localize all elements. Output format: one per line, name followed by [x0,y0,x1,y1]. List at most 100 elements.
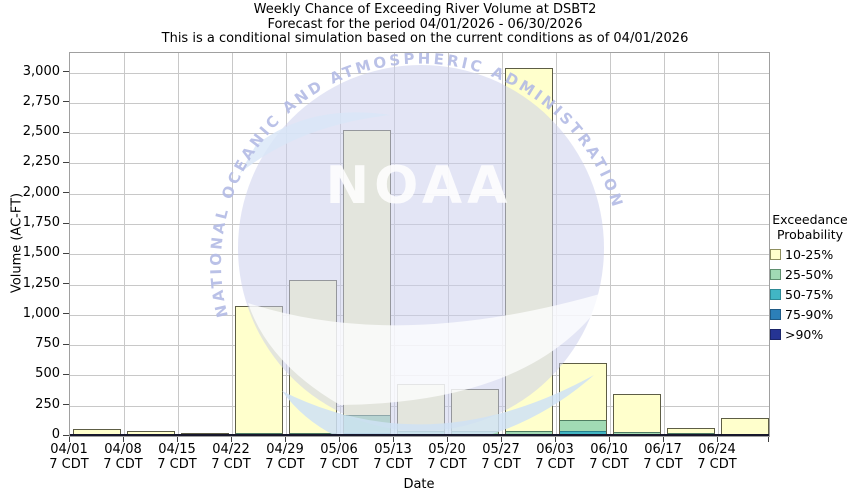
x-tick [231,437,232,442]
y-tick-label: 1,500 [22,245,60,261]
x-tick-date: 05/20 [428,442,466,457]
x-tick-time: 7 CDT [211,457,251,472]
x-tick-time: 7 CDT [319,457,359,472]
x-grid-line [448,53,449,436]
y-tick-label: 750 [35,336,60,352]
x-tick-time: 7 CDT [697,457,737,472]
x-tick-time: 7 CDT [157,457,197,472]
x-grid-line [124,53,125,436]
x-tick-time: 7 CDT [103,457,143,472]
x-axis-title: Date [403,477,435,492]
x-grid-line [610,53,611,436]
y-tick-label: 1,250 [22,275,60,291]
x-tick [69,437,70,442]
y-tick-label: 1,000 [22,305,60,321]
x-grid-line [718,53,719,436]
y-tick [63,101,69,103]
y-tick [63,373,69,375]
x-tick-date: 04/01 [50,442,88,457]
page-title-line-3: This is a conditional simulation based o… [161,31,689,46]
stacked-bar [505,67,553,436]
x-tick-label: 06/24 7 CDT [685,442,749,472]
y-tick-label: 0 [51,427,60,442]
y-tick-label: 500 [35,366,60,382]
x-tick [501,437,502,442]
legend-swatch [770,269,781,280]
x-grid-line [286,53,287,436]
x-tick-label: 04/29 7 CDT [253,442,317,472]
legend-swatch [770,309,781,320]
y-tick-label: 3,000 [22,63,60,79]
x-tick [393,437,394,442]
stacked-bar [289,280,337,436]
noaa-ring-text: NATIONAL OCEANIC AND ATMOSPHERIC ADMINIS… [207,53,627,319]
x-tick-label: 04/08 7 CDT [91,442,155,472]
legend-item-label: >90% [785,327,824,342]
x-tick-date: 04/15 [158,442,196,457]
x-tick-time: 7 CDT [427,457,467,472]
x-tick [285,437,286,442]
x-tick-date: 05/27 [482,442,520,457]
x-grid-line [340,53,341,436]
x-tick-date: 04/08 [104,442,142,457]
x-tick-time: 7 CDT [643,457,683,472]
legend-item: 50-75% [770,287,850,302]
y-tick-label: 2,500 [22,124,60,140]
x-tick-date: 06/17 [644,442,682,457]
y-tick [63,404,69,406]
stacked-bar [397,383,445,436]
y-tick-label: 250 [35,396,60,412]
x-tick-label: 05/20 7 CDT [415,442,479,472]
x-tick-date: 05/06 [320,442,358,457]
legend-item-label: 75-90% [785,307,834,322]
legend-item: 75-90% [770,307,850,322]
legend-item: 10-25% [770,247,850,262]
y-tick [63,343,69,345]
x-grid-line [556,53,557,436]
legend: Exceedance Probability 10-25% 25-50% 50-75… [770,212,850,342]
x-tick-time: 7 CDT [49,457,89,472]
x-tick [609,437,610,442]
legend-item-label: 25-50% [785,267,834,282]
x-tick [339,437,340,442]
x-grid-line [394,53,395,436]
stacked-bar [343,129,391,436]
legend-title-line-1: Exceedance [772,212,848,227]
x-tick-date: 04/22 [212,442,250,457]
x-tick-time: 7 CDT [589,457,629,472]
x-tick [447,437,448,442]
y-tick-label: 1,750 [22,215,60,231]
x-tick-label: 06/03 7 CDT [523,442,587,472]
x-tick [123,437,124,442]
page-title-line-1: Weekly Chance of Exceeding River Volume … [253,2,597,17]
x-tick-date: 06/24 [698,442,736,457]
x-grid-line [664,53,665,436]
legend-item: >90% [770,327,850,342]
x-tick-label: 04/15 7 CDT [145,442,209,472]
stacked-bar [559,363,607,436]
y-tick [63,192,69,194]
stacked-bar [451,389,499,436]
legend-item-label: 50-75% [785,287,834,302]
x-tick [768,437,769,442]
legend-item-label: 10-25% [785,247,834,262]
legend-swatch [770,329,781,340]
bar-segment [614,431,660,436]
x-tick-date: 06/10 [590,442,628,457]
x-axis-line [70,434,769,436]
x-tick-label: 05/06 7 CDT [307,442,371,472]
chart-titles: Weekly Chance of Exceeding River Volume … [0,2,850,47]
y-tick [63,283,69,285]
x-tick [663,437,664,442]
page-title-line-2: Forecast for the period 04/01/2026 - 06/… [267,16,583,32]
x-tick-date: 04/29 [266,442,304,457]
x-tick [555,437,556,442]
x-grid-line [232,53,233,436]
x-grid-line [178,53,179,436]
x-tick-label: 05/27 7 CDT [469,442,533,472]
x-tick-time: 7 CDT [373,457,413,472]
legend-title-line-2: Probability [776,227,844,242]
y-tick [63,71,69,73]
y-tick [63,252,69,254]
